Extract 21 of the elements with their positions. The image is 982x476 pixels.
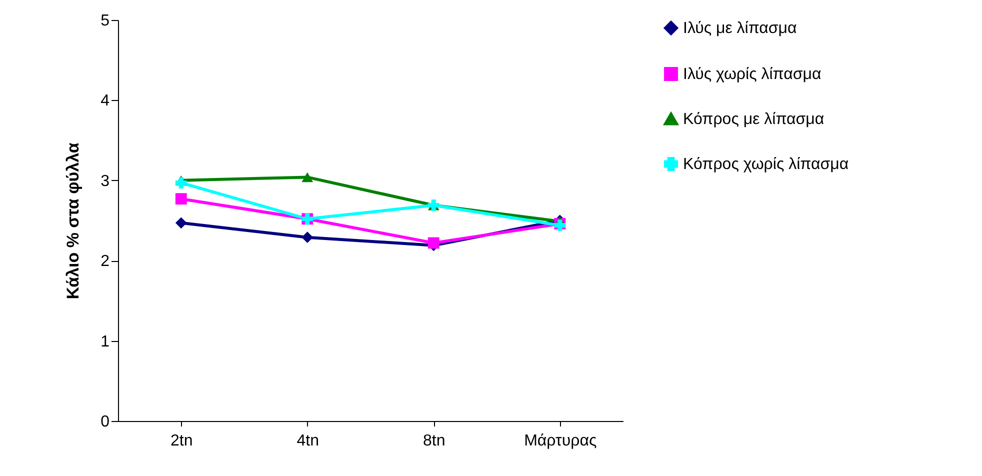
legend-label: Ιλύς χωρίς λίπασμα: [683, 66, 822, 83]
y-tick-label: 0: [100, 414, 110, 430]
point: [175, 193, 187, 205]
point: [302, 232, 314, 244]
y-axis-title: Κάλιο % στα φύλλα: [64, 142, 83, 300]
x-tick-label: 2tn: [170, 432, 193, 450]
point: [175, 217, 187, 229]
y-tick-label: 5: [100, 12, 110, 30]
x-tick-label: 4tn: [296, 432, 319, 450]
y-tick-label: 1: [100, 333, 110, 350]
point: [428, 237, 440, 249]
legend-label: Ιλύς με λίπασμα: [683, 20, 797, 37]
x-tick-label: 8tn: [423, 432, 446, 450]
legend-label: Κόπρος χωρίς λίπασμα: [683, 156, 849, 173]
point: [302, 172, 314, 182]
y-tick-label: 2: [100, 253, 110, 270]
legend-label: Κόπρος με λίπασμα: [683, 111, 824, 128]
x-tick-label: Μάρτυρας: [524, 432, 597, 450]
y-tick-label: 4: [100, 92, 110, 110]
y-tick-label: 3: [100, 172, 110, 190]
point: [175, 177, 187, 189]
